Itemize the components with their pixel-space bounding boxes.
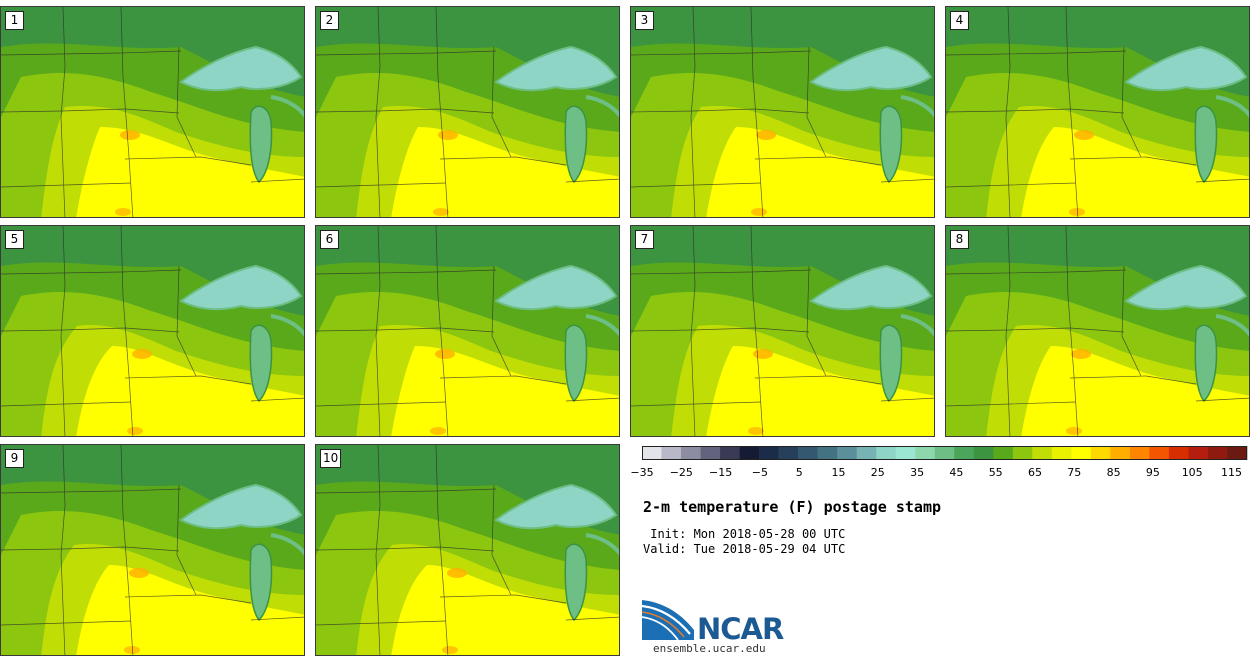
colorbar-segment: [700, 446, 721, 460]
colorbar-tick-label: −5: [751, 466, 768, 479]
colorbar-segment: [1032, 446, 1053, 460]
ensemble-member-panel: 10: [315, 444, 620, 656]
colorbar-segment: [759, 446, 779, 460]
colorbar-segment: [954, 446, 975, 460]
colorbar-tick-label: 95: [1145, 466, 1160, 479]
colorbar-segment: [1207, 446, 1228, 460]
member-number-label: 4: [950, 11, 969, 30]
colorbar-segment: [993, 446, 1014, 460]
ensemble-member-panel: 3: [630, 6, 935, 218]
member-number-label: 10: [320, 449, 342, 468]
ensemble-member-panel: 5: [0, 225, 305, 437]
member-number-label: 5: [5, 230, 24, 249]
member-number-label: 1: [5, 11, 24, 30]
colorbar-segment: [778, 446, 799, 460]
colorbar-segment: [642, 446, 662, 460]
ensemble-member-panel: 7: [630, 225, 935, 437]
member-number-label: 6: [320, 230, 339, 249]
colorbar-tick-label: −15: [708, 466, 733, 479]
colorbar-segment: [798, 446, 818, 460]
colorbar-segment: [1110, 446, 1131, 460]
colorbar-tick-label: 85: [1106, 466, 1121, 479]
colorbar-segment: [973, 446, 994, 460]
colorbar-tick-label: 55: [988, 466, 1003, 479]
ensemble-member-panel: 2: [315, 6, 620, 218]
colorbar-segment: [837, 446, 857, 460]
colorbar-segment: [895, 446, 916, 460]
colorbar-segment: [876, 446, 897, 460]
member-number-label: 2: [320, 11, 339, 30]
colorbar-segment: [934, 446, 955, 460]
colorbar-tick-label: 5: [795, 466, 803, 479]
colorbar-tick-label: 15: [831, 466, 846, 479]
ensemble-member-panel: 1: [0, 6, 305, 218]
colorbar-tick-label: 105: [1181, 466, 1203, 479]
ncar-logo-icon: [642, 600, 694, 641]
ensemble-member-panel: 8: [945, 225, 1250, 437]
member-number-label: 8: [950, 230, 969, 249]
colorbar-segment: [1071, 446, 1092, 460]
member-number-label: 9: [5, 449, 24, 468]
figure-title: 2-m temperature (F) postage stamp: [643, 498, 942, 516]
valid-time: Valid: Tue 2018-05-29 04 UTC: [643, 542, 846, 556]
temperature-colorbar: [642, 446, 1248, 460]
ensemble-member-panel: 4: [945, 6, 1250, 218]
colorbar-segment: [1149, 446, 1170, 460]
colorbar-segment: [1168, 446, 1189, 460]
colorbar-tick-label: 35: [910, 466, 925, 479]
colorbar-segment: [856, 446, 877, 460]
init-time: Init: Mon 2018-05-28 00 UTC: [643, 527, 846, 541]
colorbar-tick-label: 115: [1221, 466, 1242, 479]
colorbar-tick-label: 65: [1028, 466, 1042, 479]
colorbar-segment: [915, 446, 936, 460]
colorbar-tick-label: −35: [630, 466, 654, 479]
colorbar-tick-label: −25: [669, 466, 693, 479]
colorbar-tick-label: 25: [870, 466, 885, 479]
colorbar-segment: [1129, 446, 1150, 460]
colorbar-segment: [720, 446, 740, 460]
member-number-label: 3: [635, 11, 654, 30]
colorbar-segment: [1090, 446, 1111, 460]
colorbar-segment: [661, 446, 682, 460]
colorbar-tick-label: 45: [949, 466, 964, 479]
colorbar-segment: [1012, 446, 1033, 460]
ensemble-member-panel: 9: [0, 444, 305, 656]
colorbar-segment: [1227, 446, 1248, 460]
colorbar-segment: [1188, 446, 1209, 460]
site-url: ensemble.ucar.edu: [653, 642, 766, 655]
ncar-logo-text: NCAR: [697, 612, 784, 646]
colorbar-tick-label: 75: [1067, 466, 1082, 479]
colorbar-segment: [817, 446, 838, 460]
ensemble-member-panel: 6: [315, 225, 620, 437]
colorbar-segment: [681, 446, 701, 460]
colorbar-segment: [1051, 446, 1072, 460]
colorbar-segment: [739, 446, 760, 460]
member-number-label: 7: [635, 230, 654, 249]
